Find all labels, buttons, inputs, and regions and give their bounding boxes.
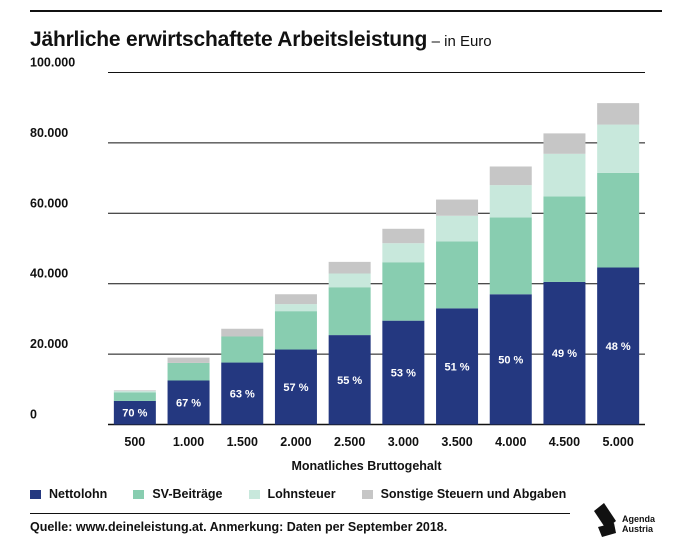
footer-rule [30,513,570,514]
y-tick-label: 0 [30,408,37,422]
bar-segment [382,320,425,425]
x-tick-label: 3.000 [388,435,419,449]
bar-segment [436,215,479,242]
bar-segment [436,199,479,216]
agenda-austria-logo [594,503,616,537]
legend-item-sv-beitraege: SV-Beiträge [133,487,223,501]
x-tick-label: 5.000 [603,435,634,449]
bar-segment [543,196,586,282]
legend-swatch-sonstige [361,489,373,499]
legend-swatch-sv-beitraege [133,489,145,499]
chart-header: Jährliche erwirtschaftete Arbeitsleistun… [30,28,492,52]
bar-segment [489,185,532,218]
x-tick-label: 4.500 [549,435,580,449]
bar-data-label: 49 % [552,348,577,360]
legend-label-sv-beitraege: SV-Beiträge [152,487,223,501]
bar-data-label: 63 % [230,389,255,401]
stacked-bar-chart: 0 20.000 40.000 60.000 80.000 100.000 70 % 500 6… [30,56,645,473]
bar-segment [221,328,264,337]
bar-data-label: 55 % [337,375,362,387]
bar-segment [597,172,640,268]
y-tick-label: 20.000 [30,337,68,351]
y-tick-label: 80.000 [30,126,68,140]
bar-segment [274,311,317,350]
bar-data-label: 53 % [391,368,416,380]
legend-label-nettolohn: Nettolohn [49,487,108,501]
bar-segment [382,262,425,321]
bar-segment [113,400,156,425]
x-tick-label: 2.000 [280,435,311,449]
legend-item-sonstige: Sonstige Steuern und Abgaben [361,487,567,501]
bar-data-label: 67 % [176,398,201,410]
chart-legend: Nettolohn SV-Beiträge Lohnsteuer Sonstig… [30,487,592,501]
x-tick-label: 1.000 [173,435,204,449]
bar-segment [328,287,371,336]
bar-segment [113,392,156,401]
bar-segment [167,357,210,363]
legend-label-sonstige: Sonstige Steuern und Abgaben [380,487,567,501]
chart-subtitle: – in Euro [431,33,492,50]
logo-text-line1: Agenda [622,514,656,524]
bar-data-label: 48 % [606,341,631,353]
y-tick-label: 60.000 [30,196,68,210]
top-rule [30,10,662,12]
legend-item-lohnsteuer: Lohnsteuer [248,487,336,501]
legend-swatch-nettolohn [30,489,41,499]
bar-data-label: 50 % [498,354,523,366]
logo-text-line2: Austria [622,524,654,534]
bar-data-label: 70 % [122,408,147,420]
chart-title: Jährliche erwirtschaftete Arbeitsleistun… [30,28,428,51]
bar-segment [328,261,371,274]
bar-segment [489,294,532,425]
source-note: Quelle: www.deineleistung.at. Anmerkung:… [30,520,448,534]
bar-segment [113,390,156,392]
bar-segment [113,391,156,393]
bar-segment [597,124,640,173]
bar-segment [328,273,371,288]
bar-segment [597,267,640,425]
bar-segment [543,281,586,425]
x-tick-label: 3.500 [441,435,472,449]
bar-segment [382,228,425,244]
bar-segment [167,362,210,381]
legend-item-nettolohn: Nettolohn [30,487,107,501]
bar-segment [221,336,264,363]
bar-segment [274,294,317,305]
x-tick-label: 500 [124,435,145,449]
y-tick-label: 40.000 [30,267,68,281]
legend-label-lohnsteuer: Lohnsteuer [267,487,336,501]
bar-data-label: 51 % [445,361,470,373]
bar-data-label: 57 % [283,382,308,394]
bar-segment [489,217,532,295]
x-axis-title: Monatliches Bruttogehalt [291,459,442,473]
legend-swatch-lohnsteuer [248,489,260,499]
bar-segment [489,166,532,186]
bar-segment [274,304,317,312]
bar-segment [597,103,640,125]
bar-segment [436,241,479,309]
bar-segment [436,308,479,425]
bar-segment [543,153,586,197]
bar-segment [167,380,210,425]
bar-segment [543,133,586,154]
bar-segment [328,335,371,425]
x-tick-label: 2.500 [334,435,365,449]
bar-segment [221,362,264,425]
x-tick-label: 1.500 [227,435,258,449]
x-tick-label: 4.000 [495,435,526,449]
logo-wordmark: Agenda Austria [622,514,655,534]
y-tick-label: 100.000 [30,56,75,70]
bar-segment [382,243,425,263]
bar-segment [274,349,317,425]
